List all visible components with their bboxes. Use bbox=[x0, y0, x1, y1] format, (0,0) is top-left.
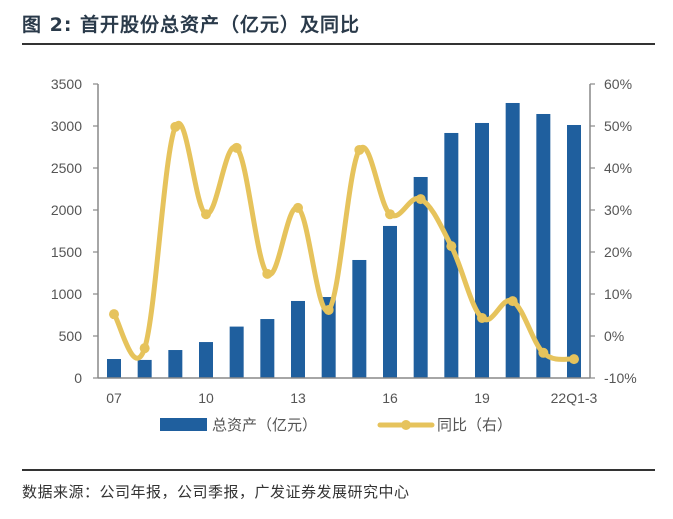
right-tick-label: 60% bbox=[604, 76, 632, 92]
yoy-point-17 bbox=[416, 194, 426, 204]
legend-label-line: 同比（右） bbox=[437, 416, 512, 434]
right-tick-label: 10% bbox=[604, 286, 632, 302]
yoy-line bbox=[114, 123, 574, 359]
right-tick-label: 0% bbox=[604, 328, 624, 344]
left-tick-label: 500 bbox=[59, 328, 83, 344]
x-tick-label: 13 bbox=[290, 390, 306, 406]
bar-17 bbox=[414, 177, 428, 378]
source-rule bbox=[22, 469, 655, 471]
left-tick-label: 2500 bbox=[51, 160, 82, 176]
legend-swatch-bar bbox=[160, 418, 207, 431]
left-tick-label: 1500 bbox=[51, 244, 82, 260]
right-tick-label: -10% bbox=[604, 370, 637, 386]
yoy-point-14 bbox=[324, 305, 334, 315]
bar-08 bbox=[138, 360, 152, 378]
yoy-point-07 bbox=[109, 309, 119, 319]
x-tick-label: 19 bbox=[474, 390, 490, 406]
left-tick-label: 1000 bbox=[51, 286, 82, 302]
bar-12 bbox=[260, 319, 274, 378]
yoy-point-16 bbox=[385, 209, 395, 219]
x-tick-label: 07 bbox=[106, 390, 122, 406]
left-tick-label: 2000 bbox=[51, 202, 82, 218]
legend-swatch-dot bbox=[401, 420, 411, 430]
left-tick-label: 3500 bbox=[51, 76, 82, 92]
x-tick-label: 10 bbox=[198, 390, 214, 406]
bar-15 bbox=[352, 260, 366, 378]
yoy-point-21 bbox=[538, 348, 548, 358]
yoy-point-12 bbox=[262, 269, 272, 279]
right-tick-label: 30% bbox=[604, 202, 632, 218]
yoy-point-13 bbox=[293, 203, 303, 213]
yoy-point-10 bbox=[201, 209, 211, 219]
bar-21 bbox=[536, 114, 550, 378]
yoy-point-22Q1-3 bbox=[569, 354, 579, 364]
bar-20 bbox=[506, 103, 520, 378]
bar-07 bbox=[107, 359, 121, 378]
x-tick-label: 16 bbox=[382, 390, 398, 406]
yoy-point-18 bbox=[446, 241, 456, 251]
bar-10 bbox=[199, 342, 213, 378]
yoy-point-19 bbox=[477, 313, 487, 323]
bar-11 bbox=[230, 327, 244, 378]
x-tick-label: 22Q1-3 bbox=[551, 390, 598, 406]
source-note: 数据来源：公司年报，公司季报，广发证券发展研究中心 bbox=[22, 481, 410, 502]
left-tick-label: 3000 bbox=[51, 118, 82, 134]
yoy-point-11 bbox=[232, 143, 242, 153]
right-tick-label: 20% bbox=[604, 244, 632, 260]
bar-16 bbox=[383, 226, 397, 378]
bar-13 bbox=[291, 301, 305, 378]
legend-label-bar: 总资产（亿元） bbox=[212, 416, 317, 434]
bar-22Q1-3 bbox=[567, 125, 581, 378]
bar-09 bbox=[168, 350, 182, 378]
bar-19 bbox=[475, 123, 489, 378]
yoy-point-08 bbox=[140, 343, 150, 353]
yoy-point-15 bbox=[354, 145, 364, 155]
right-tick-label: 50% bbox=[604, 118, 632, 134]
left-tick-label: 0 bbox=[74, 370, 82, 386]
yoy-point-09 bbox=[170, 122, 180, 132]
yoy-point-20 bbox=[508, 296, 518, 306]
right-tick-label: 40% bbox=[604, 160, 632, 176]
legend: 总资产（亿元） 同比（右） bbox=[160, 416, 512, 434]
